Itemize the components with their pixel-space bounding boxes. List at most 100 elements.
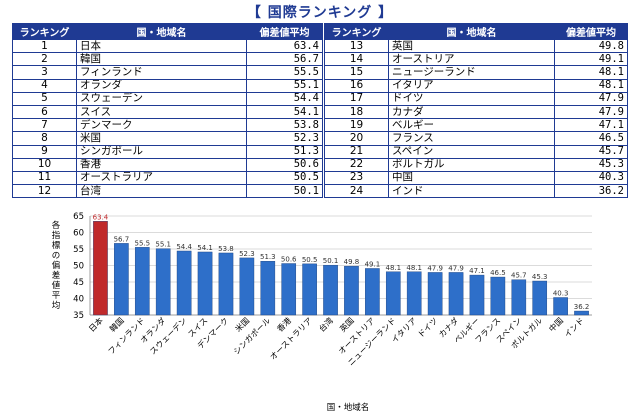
data-label: 54.4 xyxy=(176,243,192,251)
data-label: 55.1 xyxy=(155,241,171,249)
data-label: 52.3 xyxy=(239,250,255,258)
y-tick-label: 60 xyxy=(73,229,84,239)
country-cell: デンマーク xyxy=(76,118,247,133)
data-label: 47.9 xyxy=(448,264,464,272)
bar xyxy=(427,272,443,316)
rank-cell: 12 xyxy=(12,184,77,199)
bar xyxy=(365,268,380,316)
data-label: 45.7 xyxy=(511,272,527,280)
y-tick-label: 50 xyxy=(73,262,84,272)
country-cell: ニュージーランド xyxy=(388,65,555,80)
table-row: 6 スイス 54.1 18 カナダ 47.9 xyxy=(12,104,628,120)
country-cell: 韓国 xyxy=(76,52,247,67)
rank-cell: 19 xyxy=(324,118,389,133)
country-cell: オランダ xyxy=(76,78,247,93)
header-rank: ランキング xyxy=(12,23,77,40)
bar xyxy=(260,261,276,316)
table-row: 7 デンマーク 53.8 19 ベルギー 47.1 xyxy=(12,118,628,133)
country-cell: インド xyxy=(388,184,555,199)
country-cell: シンガポール xyxy=(76,144,247,159)
country-cell: ドイツ xyxy=(388,91,555,106)
data-labels: 63.4 56.7 55.5 55.1 54.4 54.1 53.8 52.3 51.3 50.6… xyxy=(93,213,590,311)
bar xyxy=(93,221,108,316)
rank-cell: 7 xyxy=(12,118,77,133)
country-cell: フィンランド xyxy=(76,65,247,80)
table-row: 10 香港 50.6 22 ポルトガル 45.3 xyxy=(12,157,628,172)
data-label: 46.5 xyxy=(490,269,506,277)
rank-cell: 3 xyxy=(12,65,77,80)
chart-bars xyxy=(93,221,589,316)
score-cell: 48.1 xyxy=(554,65,628,80)
table-row: 2 韓国 56.7 14 オーストリア 49.1 xyxy=(12,52,628,67)
x-axis-title: 国・地域名 xyxy=(327,402,370,413)
data-label: 47.9 xyxy=(427,264,443,272)
x-tick-label: 米国 xyxy=(233,315,251,333)
data-label: 63.4 xyxy=(93,213,109,221)
score-cell: 45.3 xyxy=(554,157,628,172)
rank-cell: 23 xyxy=(324,170,389,186)
table-row: 5 スウェーデン 54.4 17 ドイツ 47.9 xyxy=(12,91,628,106)
table-row: 3 フィンランド 55.5 15 ニュージーランド 48.1 xyxy=(12,65,628,80)
score-cell: 53.8 xyxy=(246,118,323,133)
ranking-table: ランキング 国・地域名 偏差値平均 ランキング 国・地域名 偏差値平均 1 日本 6… xyxy=(12,23,628,199)
data-label: 40.3 xyxy=(553,290,569,298)
country-cell: 英国 xyxy=(388,38,555,54)
y-axis-title: 各指標の偏差値平均 xyxy=(52,220,61,311)
bar xyxy=(197,251,213,316)
bar xyxy=(302,263,317,316)
score-cell: 54.4 xyxy=(246,91,323,106)
bar-chart: 35 40 45 50 55 60 65 63.4 56.7 55.5 55.1 54.4 54.1 5… xyxy=(52,212,592,413)
data-label: 50.1 xyxy=(323,257,339,265)
x-tick-label: 香港 xyxy=(275,315,293,333)
rank-cell: 15 xyxy=(324,65,389,80)
table-row: 4 オランダ 55.1 16 イタリア 48.1 xyxy=(12,78,628,93)
rank-cell: 5 xyxy=(12,91,77,106)
country-cell: スペイン xyxy=(388,144,555,159)
x-tick-label: 日本 xyxy=(86,315,104,333)
x-tick-label: インド xyxy=(563,316,586,339)
bar xyxy=(134,247,150,316)
data-label: 36.2 xyxy=(574,303,590,311)
score-cell: 48.1 xyxy=(554,78,628,93)
rank-cell: 14 xyxy=(324,52,389,67)
rank-cell: 17 xyxy=(324,91,389,106)
y-axis-ticks: 35 40 45 50 55 60 65 xyxy=(73,212,84,321)
score-cell: 46.5 xyxy=(554,131,628,146)
rank-cell: 16 xyxy=(324,78,389,93)
score-cell: 56.7 xyxy=(246,52,323,67)
data-label: 50.5 xyxy=(302,256,318,264)
y-tick-label: 45 xyxy=(73,278,84,288)
bar xyxy=(490,276,506,316)
country-cell: オーストリア xyxy=(388,52,555,67)
table-row: 1 日本 63.4 13 英国 49.8 xyxy=(12,38,628,54)
bar xyxy=(406,271,422,316)
data-label: 48.1 xyxy=(385,264,401,272)
bar xyxy=(574,310,589,316)
score-cell: 40.3 xyxy=(554,170,628,186)
rank-cell: 22 xyxy=(324,157,389,172)
country-cell: スウェーデン xyxy=(76,91,247,106)
score-cell: 47.1 xyxy=(554,118,628,133)
y-tick-label: 40 xyxy=(73,295,84,305)
score-cell: 52.3 xyxy=(246,131,323,146)
bar xyxy=(385,271,401,316)
bar xyxy=(511,279,527,316)
bar xyxy=(281,263,297,316)
rank-cell: 21 xyxy=(324,144,389,159)
bar xyxy=(155,248,171,316)
table-row: 8 米国 52.3 20 フランス 46.5 xyxy=(12,131,628,146)
country-cell: 中国 xyxy=(388,170,555,186)
bar xyxy=(176,250,192,316)
rank-cell: 10 xyxy=(12,157,77,172)
bar xyxy=(532,280,548,316)
score-cell: 49.8 xyxy=(554,38,628,54)
score-cell: 49.1 xyxy=(554,52,628,67)
bar xyxy=(448,272,464,316)
score-cell: 55.5 xyxy=(246,65,323,80)
country-cell: カナダ xyxy=(388,104,555,120)
rank-cell: 20 xyxy=(324,131,389,146)
data-label: 48.1 xyxy=(406,264,422,272)
rank-cell: 13 xyxy=(324,38,389,54)
rank-cell: 18 xyxy=(324,104,389,120)
